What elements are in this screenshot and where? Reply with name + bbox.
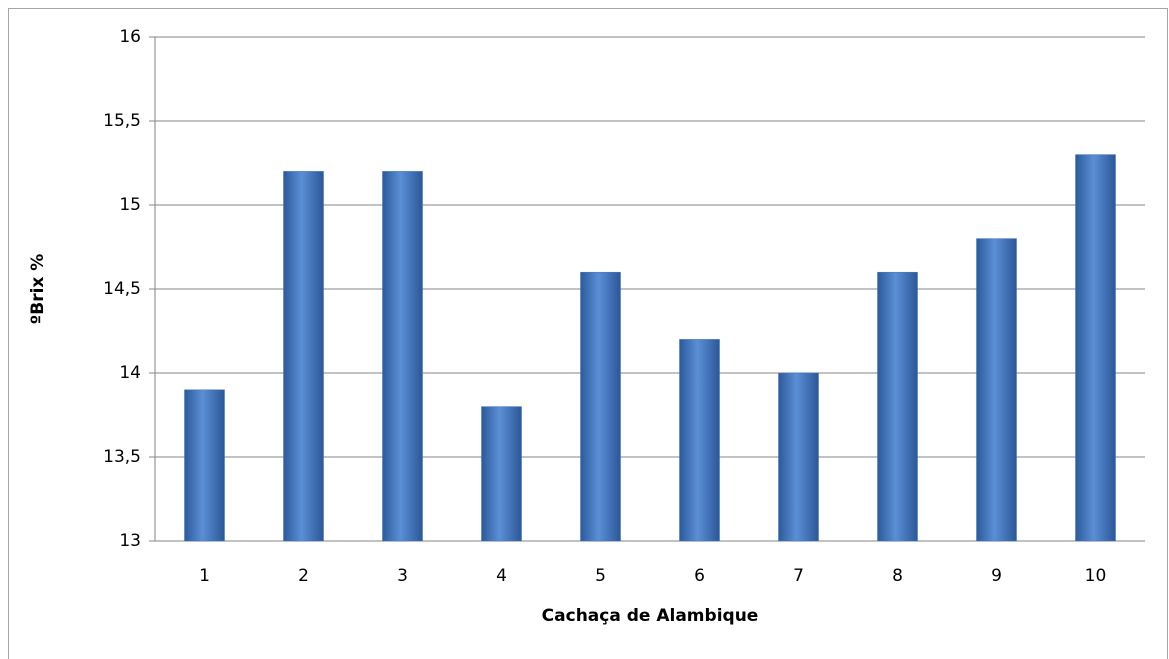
x-tick-label: 7 <box>793 566 804 586</box>
bar <box>877 271 918 542</box>
y-tick-label: 13,5 <box>103 447 141 467</box>
bar <box>778 372 819 542</box>
x-tick-label: 1 <box>199 566 210 586</box>
x-tick-label: 2 <box>298 566 309 586</box>
x-tick-label: 6 <box>694 566 705 586</box>
x-tick-label: 4 <box>496 566 507 586</box>
x-tick-label: 5 <box>595 566 606 586</box>
y-axis-title: ºBrix % <box>28 254 48 325</box>
y-tick-label: 14,5 <box>103 279 141 299</box>
bar <box>976 238 1017 542</box>
y-tick-label: 14 <box>119 363 141 383</box>
bar <box>1075 154 1116 542</box>
x-tick-label: 3 <box>397 566 408 586</box>
bar <box>679 339 720 542</box>
bar <box>184 389 225 542</box>
bar <box>382 171 423 542</box>
y-tick-label: 15 <box>119 195 141 215</box>
y-tick-label: 13 <box>119 531 141 551</box>
bar <box>580 271 621 542</box>
bar <box>283 171 324 542</box>
y-tick-label: 15,5 <box>103 111 141 131</box>
x-tick-label: 8 <box>892 566 903 586</box>
x-axis-title: Cachaça de Alambique <box>542 606 759 626</box>
x-tick-label: 9 <box>991 566 1002 586</box>
bar <box>481 406 522 542</box>
x-tick-label: 10 <box>1085 566 1107 586</box>
y-tick-label: 16 <box>119 27 141 47</box>
plot-area: 13 13,5 14 14,5 15 15,5 16 1 2 3 4 5 6 7 8 9 10 <box>103 27 1145 586</box>
